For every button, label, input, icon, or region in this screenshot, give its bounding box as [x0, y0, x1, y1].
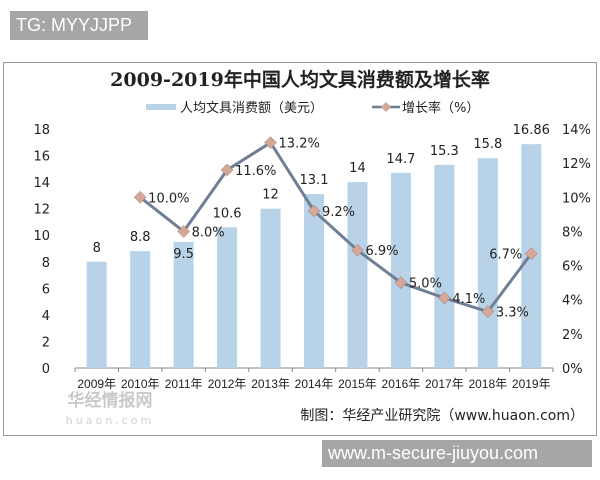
x-tick-label: 2018年	[468, 377, 507, 391]
x-tick-label: 2009年	[77, 377, 116, 391]
bar	[390, 172, 411, 368]
bar-value-label: 12	[262, 188, 279, 203]
growth-value-label: 9.2%	[322, 205, 355, 220]
chart-title: 2009-2019年中国人均文具消费额及增长率	[110, 68, 490, 91]
bar	[434, 164, 455, 368]
source-note: 制图：华经产业研究院（www.huaon.com）	[300, 408, 584, 424]
growth-value-label: 5.0%	[409, 277, 442, 292]
bar-value-label: 15.8	[473, 137, 502, 152]
legend-line-label: 增长率（%）	[402, 100, 479, 116]
logo-text: 华经情报网	[68, 390, 153, 411]
y-left-tick-label: 16	[33, 150, 50, 165]
growth-value-label: 10.0%	[148, 191, 189, 206]
growth-marker	[481, 305, 495, 319]
y-left-tick-label: 12	[33, 203, 50, 218]
bar-value-label: 8.8	[130, 230, 151, 245]
growth-marker	[133, 190, 147, 204]
growth-marker	[307, 204, 321, 218]
y-left-tick-label: 0	[42, 362, 50, 377]
bar-value-label: 16.86	[513, 123, 550, 138]
y-right-tick-label: 6%	[562, 260, 583, 275]
y-right-tick-label: 12%	[562, 157, 591, 172]
growth-marker	[394, 276, 408, 289]
growth-marker	[177, 225, 190, 238]
watermark-top: TG: MYYJJPP	[10, 11, 148, 40]
bar	[130, 251, 151, 368]
bar	[347, 182, 368, 368]
growth-marker	[524, 247, 538, 260]
legend-bar-swatch	[146, 104, 176, 110]
y-left-tick-label: 18	[33, 123, 50, 138]
growth-marker	[220, 163, 234, 177]
bar-value-label: 13.1	[300, 173, 329, 188]
x-tick-label: 2013年	[251, 377, 290, 391]
growth-marker	[351, 243, 364, 257]
x-tick-label: 2017年	[425, 377, 464, 391]
x-tick-label: 2011年	[165, 377, 203, 391]
y-right-tick-label: 0%	[562, 362, 583, 377]
y-left-tick-label: 6	[42, 282, 50, 297]
y-left-tick-label: 8	[42, 256, 50, 271]
y-right-tick-label: 2%	[562, 328, 583, 343]
x-tick-label: 2010年	[121, 377, 160, 391]
growth-marker	[438, 291, 451, 305]
y-right-tick-label: 4%	[562, 294, 583, 309]
x-tick-label: 2015年	[338, 377, 377, 391]
logo-subtext: huaon.com	[66, 414, 154, 427]
y-left-tick-label: 14	[33, 176, 50, 191]
y-left-tick-label: 4	[42, 309, 50, 324]
y-left-tick-label: 2	[42, 335, 50, 350]
bar	[86, 261, 107, 368]
bar	[304, 194, 324, 368]
watermark-bottom: www.m-secure-jiuyou.com	[322, 440, 592, 467]
growth-marker	[264, 136, 277, 150]
growth-value-label: 13.2%	[279, 137, 320, 152]
x-tick-label: 2012年	[208, 377, 247, 391]
bar-value-label: 15.3	[430, 144, 459, 159]
y-right-tick-label: 10%	[562, 191, 591, 206]
bar-value-label: 14	[349, 161, 366, 176]
chart-frame	[3, 62, 597, 436]
x-tick-label: 2014年	[295, 377, 334, 391]
growth-value-label: 4.1%	[452, 292, 485, 307]
growth-value-label: 6.9%	[365, 244, 398, 259]
legend-line-marker	[381, 102, 391, 112]
bar-value-label: 10.6	[213, 206, 242, 221]
bar	[173, 241, 194, 368]
bar-value-label: 8	[93, 241, 101, 256]
bar	[477, 158, 498, 368]
x-tick-label: 2019年	[512, 377, 551, 391]
legend-bar-label: 人均文具消费额（美元）	[180, 101, 323, 116]
y-left-tick-label: 10	[33, 229, 50, 244]
bar-value-label: 9.5	[173, 247, 194, 262]
growth-value-label: 6.7%	[489, 248, 522, 263]
growth-line	[139, 140, 533, 314]
growth-value-label: 11.6%	[235, 164, 276, 179]
bar	[260, 208, 281, 368]
bar	[217, 227, 238, 368]
x-tick-label: 2016年	[382, 377, 421, 391]
growth-value-label: 3.3%	[496, 306, 529, 321]
growth-value-label: 8.0%	[192, 225, 225, 240]
bar-value-label: 14.7	[386, 152, 415, 167]
y-right-tick-label: 14%	[562, 123, 591, 138]
y-right-tick-label: 8%	[562, 225, 583, 240]
